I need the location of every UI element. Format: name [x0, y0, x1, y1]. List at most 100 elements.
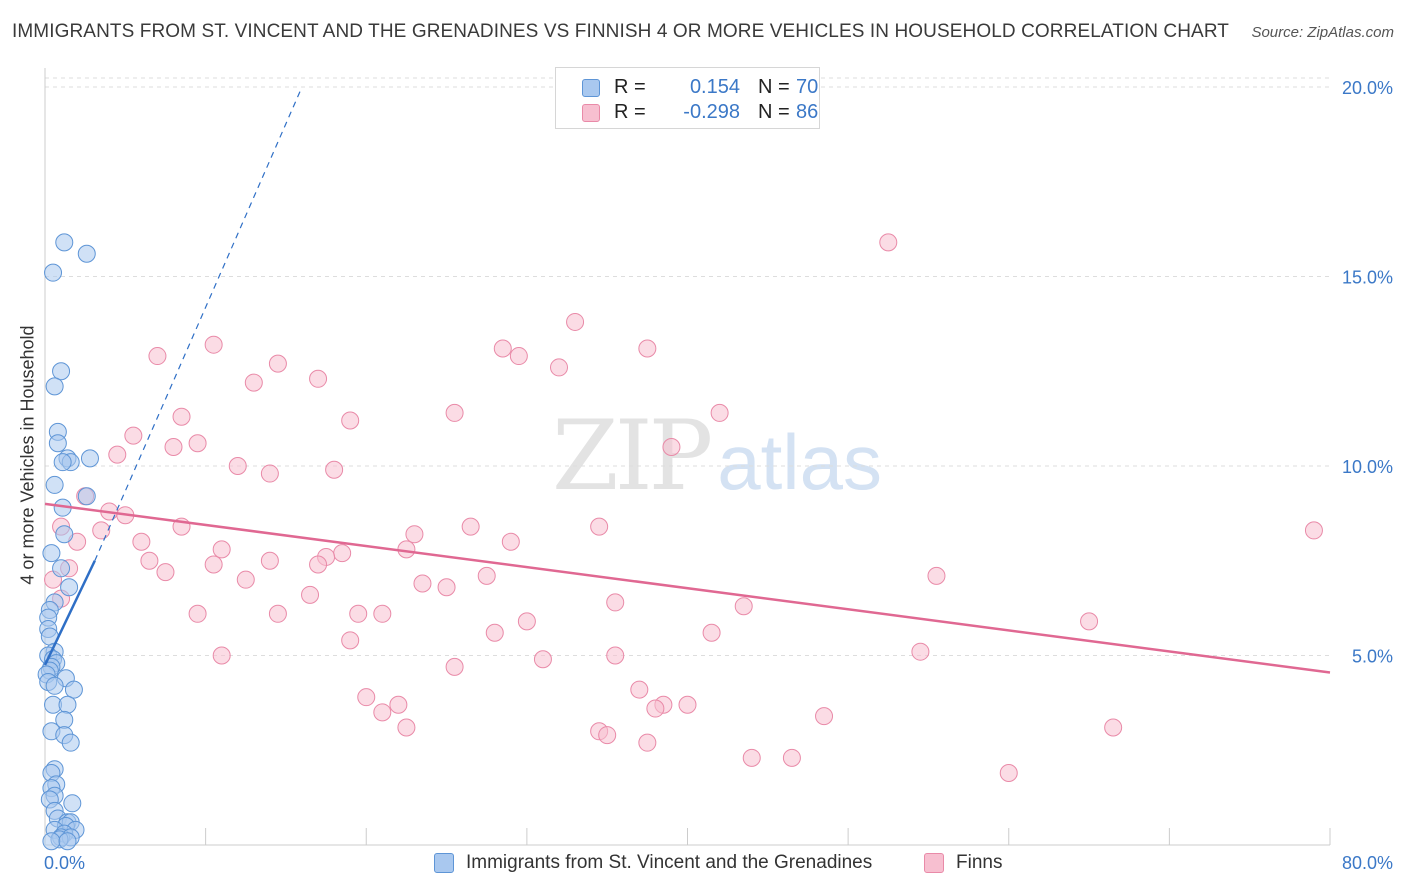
finns-point: [702, 623, 721, 642]
finns-point: [373, 703, 392, 722]
finns-point: [590, 517, 609, 536]
immigrants-point: [42, 544, 61, 563]
finns-point: [638, 339, 657, 358]
finns-point: [742, 748, 761, 767]
immigrants-point: [53, 453, 72, 472]
finns-point: [397, 718, 416, 737]
finns-point: [445, 657, 464, 676]
finns-point: [710, 403, 729, 422]
immigrants-point: [48, 434, 67, 453]
n-value: 86: [796, 101, 819, 123]
finns-point: [630, 680, 649, 699]
finns-point: [911, 642, 930, 661]
finns-point: [357, 688, 376, 707]
immigrants-point: [52, 559, 71, 578]
finns-point: [309, 369, 328, 388]
immigrants-point: [77, 244, 96, 263]
finns-point: [148, 347, 167, 366]
finns-point: [999, 763, 1018, 782]
finns-point: [485, 623, 504, 642]
finns-point: [509, 347, 528, 366]
finns-trend-line: [44, 502, 1331, 674]
immigrants-trend-line: [43, 560, 96, 666]
immigrants-point: [64, 680, 83, 699]
x-tick-label: 80.0%: [1342, 853, 1393, 873]
immigrants-point: [55, 525, 74, 544]
immigrants-point: [42, 832, 61, 851]
finns-point: [477, 566, 496, 585]
finns-point: [212, 540, 231, 559]
finns-point: [204, 555, 223, 574]
finns-point: [268, 354, 287, 373]
immigrants-point: [61, 733, 80, 752]
finns-point: [309, 555, 328, 574]
finns-point: [188, 604, 207, 623]
immigrants-point: [55, 233, 74, 252]
finns-point: [1304, 521, 1323, 540]
immigrants-point: [45, 676, 64, 695]
n-value: 70: [796, 76, 819, 98]
correlation-legend: R = 0.154 N = 70 R = -0.298 N = 86: [555, 67, 820, 129]
finns-point: [606, 593, 625, 612]
watermark: ZIP atlas: [552, 400, 882, 512]
finns-point: [228, 456, 247, 475]
finns-point: [204, 335, 223, 354]
r-value: -0.298: [683, 101, 740, 123]
finns-point: [92, 521, 111, 540]
immigrants-point: [58, 695, 77, 714]
y-tick-label: 20.0%: [1342, 78, 1393, 98]
finns-point: [349, 604, 368, 623]
finns-point: [638, 733, 657, 752]
immigrants-point: [45, 475, 64, 494]
finns-point: [437, 578, 456, 597]
watermark-zip: ZIP: [552, 400, 713, 512]
y-tick-label: 15.0%: [1342, 267, 1393, 287]
finns-point: [244, 373, 263, 392]
finns-point: [493, 339, 512, 358]
finns-point: [188, 434, 207, 453]
r-label: R =: [614, 101, 646, 123]
immigrants-point: [80, 449, 99, 468]
finns-point: [815, 707, 834, 726]
finns-point: [550, 358, 568, 377]
finns-point: [156, 563, 175, 582]
finns-point: [268, 604, 287, 623]
finns-point: [413, 574, 432, 593]
chart-title: IMMIGRANTS FROM ST. VINCENT AND THE GREN…: [12, 21, 1230, 42]
finns-point: [598, 726, 617, 745]
legend-swatch-blue: [582, 79, 600, 97]
finns-point: [260, 551, 279, 570]
x-tick-label: 0.0%: [44, 853, 85, 873]
finns-point: [646, 699, 665, 718]
immigrants-point: [63, 794, 82, 813]
immigrants-point: [58, 832, 77, 851]
finns-point: [212, 646, 231, 665]
finns-point: [341, 631, 360, 650]
watermark-atlas: atlas: [717, 418, 882, 506]
r-value: 0.154: [689, 76, 740, 98]
source-label: Source: ZipAtlas.com: [1251, 24, 1394, 41]
immigrants-point: [52, 362, 71, 381]
finns-point: [445, 403, 464, 422]
finns-point: [1080, 612, 1099, 631]
n-label: N =: [758, 76, 790, 98]
finns-point: [164, 438, 183, 457]
legend-swatch-pink: [582, 104, 600, 122]
finns-point: [782, 748, 801, 767]
finns-point: [566, 312, 585, 331]
finns-point: [517, 612, 536, 631]
finns-point: [108, 445, 127, 464]
finns-point: [533, 650, 552, 669]
n-label: N =: [758, 101, 790, 123]
immigrants-point: [77, 487, 96, 506]
legend-swatch-blue: [434, 853, 454, 873]
finns-point: [662, 438, 681, 457]
finns-point: [172, 407, 191, 426]
finns-point: [341, 411, 360, 430]
legend-label: Finns: [956, 852, 1003, 873]
r-label: R =: [614, 76, 646, 98]
finns-point: [879, 233, 898, 252]
y-axis-label: 4 or more Vehicles in Household: [17, 325, 38, 585]
finns-point: [301, 585, 320, 604]
